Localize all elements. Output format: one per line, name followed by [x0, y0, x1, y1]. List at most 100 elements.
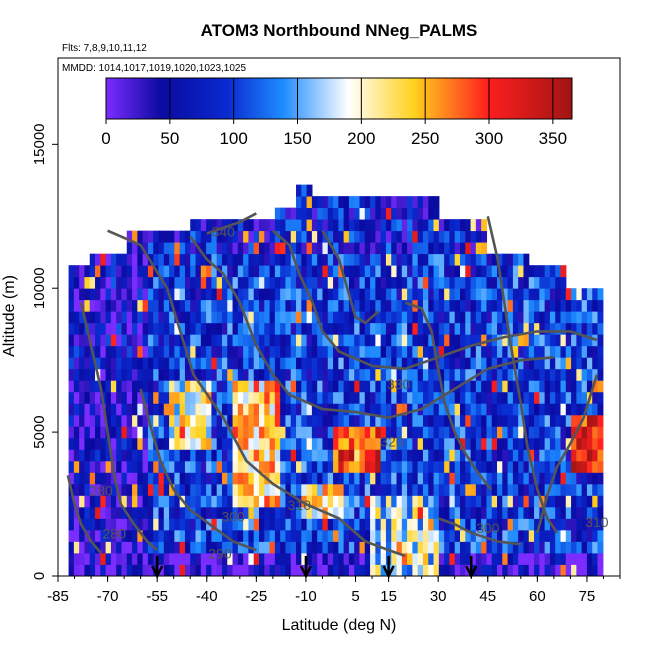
heatmap-cell: [433, 564, 440, 576]
heatmap-cell: [470, 345, 477, 358]
heatmap-cell: [322, 380, 329, 393]
heatmap-cell: [258, 242, 265, 255]
heatmap-cell: [79, 426, 86, 439]
heatmap-cell: [269, 403, 276, 416]
heatmap-cell: [534, 288, 540, 301]
heatmap-cell: [280, 288, 287, 301]
heatmap-cell: [597, 541, 604, 554]
heatmap-cell: [497, 495, 503, 508]
heatmap-cell: [491, 311, 498, 324]
heatmap-cell: [348, 564, 355, 576]
heatmap-cell: [169, 472, 175, 485]
heatmap-cell: [248, 219, 255, 232]
heatmap-cell: [391, 196, 398, 209]
heatmap-cell: [174, 380, 181, 393]
heatmap-cell: [370, 426, 376, 439]
heatmap-cell: [243, 288, 250, 301]
contour-label: 300: [476, 520, 500, 536]
heatmap-cell: [385, 219, 392, 232]
heatmap-cell: [428, 265, 435, 278]
heatmap-cell: [449, 506, 456, 519]
heatmap-cell: [597, 299, 604, 312]
heatmap-cell: [322, 483, 329, 496]
heatmap-cell: [306, 426, 313, 439]
heatmap-cell: [89, 449, 96, 462]
heatmap-cell: [343, 288, 350, 301]
heatmap-cell: [528, 276, 535, 289]
heatmap-cell: [597, 334, 604, 347]
heatmap-cell: [296, 219, 302, 232]
heatmap-cell: [481, 437, 488, 450]
heatmap-cell: [444, 529, 451, 542]
heatmap-cell: [221, 564, 228, 576]
heatmap-cell: [428, 472, 435, 485]
heatmap-cell: [370, 230, 376, 243]
heatmap-cell: [454, 426, 461, 439]
heatmap-cell: [560, 311, 567, 324]
heatmap-cell: [391, 265, 398, 278]
heatmap-cell: [507, 265, 514, 278]
heatmap-cell: [301, 460, 308, 473]
heatmap-cell: [438, 322, 445, 335]
heatmap-cell: [195, 322, 202, 335]
heatmap-cell: [253, 529, 260, 542]
heatmap-cell: [507, 495, 514, 508]
heatmap-cell: [200, 299, 207, 312]
heatmap-cell: [486, 253, 493, 266]
heatmap-cell: [428, 242, 435, 255]
heatmap-cell: [110, 334, 117, 347]
heatmap-cell: [306, 345, 313, 358]
heatmap-cell: [438, 483, 445, 496]
heatmap-cell: [317, 265, 324, 278]
heatmap-cell: [306, 460, 313, 473]
heatmap-cell: [597, 403, 604, 416]
heatmap-cell: [184, 437, 191, 450]
heatmap-cell: [544, 483, 551, 496]
heatmap-cell: [190, 391, 197, 404]
heatmap-cell: [142, 472, 149, 485]
heatmap-cell: [121, 437, 128, 450]
heatmap-cell: [206, 288, 212, 301]
heatmap-cell: [539, 552, 546, 565]
heatmap-cell: [507, 414, 514, 427]
contour-line: [107, 229, 406, 558]
heatmap-cell: [338, 426, 345, 439]
heatmap-cell: [327, 265, 334, 278]
heatmap-cell: [348, 345, 355, 358]
heatmap-cell: [153, 460, 160, 473]
heatmap-cell: [491, 460, 498, 473]
heatmap-cell: [158, 357, 165, 370]
heatmap-cell: [592, 460, 599, 473]
heatmap-cell: [274, 265, 281, 278]
heatmap-cell: [68, 322, 75, 335]
heatmap-cell: [481, 391, 488, 404]
heatmap-cell: [221, 391, 228, 404]
heatmap-cell: [470, 368, 477, 381]
heatmap-cell: [486, 391, 493, 404]
heatmap-cell: [110, 265, 117, 278]
heatmap-cell: [100, 414, 107, 427]
heatmap-cell: [438, 495, 445, 508]
heatmap-cell: [227, 311, 234, 324]
heatmap-cell: [396, 529, 403, 542]
heatmap-cell: [592, 391, 599, 404]
heatmap-cell: [401, 265, 408, 278]
heatmap-cell: [354, 449, 361, 462]
heatmap-cell: [311, 552, 318, 565]
heatmap-cell: [179, 391, 186, 404]
heatmap-cell: [137, 518, 144, 531]
heatmap-cell: [333, 230, 339, 243]
heatmap-cell: [338, 518, 345, 531]
heatmap-cell: [422, 437, 429, 450]
heatmap-cell: [126, 357, 133, 370]
heatmap-cell: [89, 288, 96, 301]
heatmap-cell: [317, 437, 324, 450]
heatmap-cell: [433, 403, 440, 416]
heatmap-cell: [243, 529, 250, 542]
contour-label: 300: [222, 508, 246, 524]
heatmap-cell: [592, 552, 599, 565]
heatmap-cell: [296, 529, 302, 542]
heatmap-cell: [132, 357, 138, 370]
heatmap-cell: [407, 322, 413, 335]
heatmap-cell: [137, 437, 144, 450]
